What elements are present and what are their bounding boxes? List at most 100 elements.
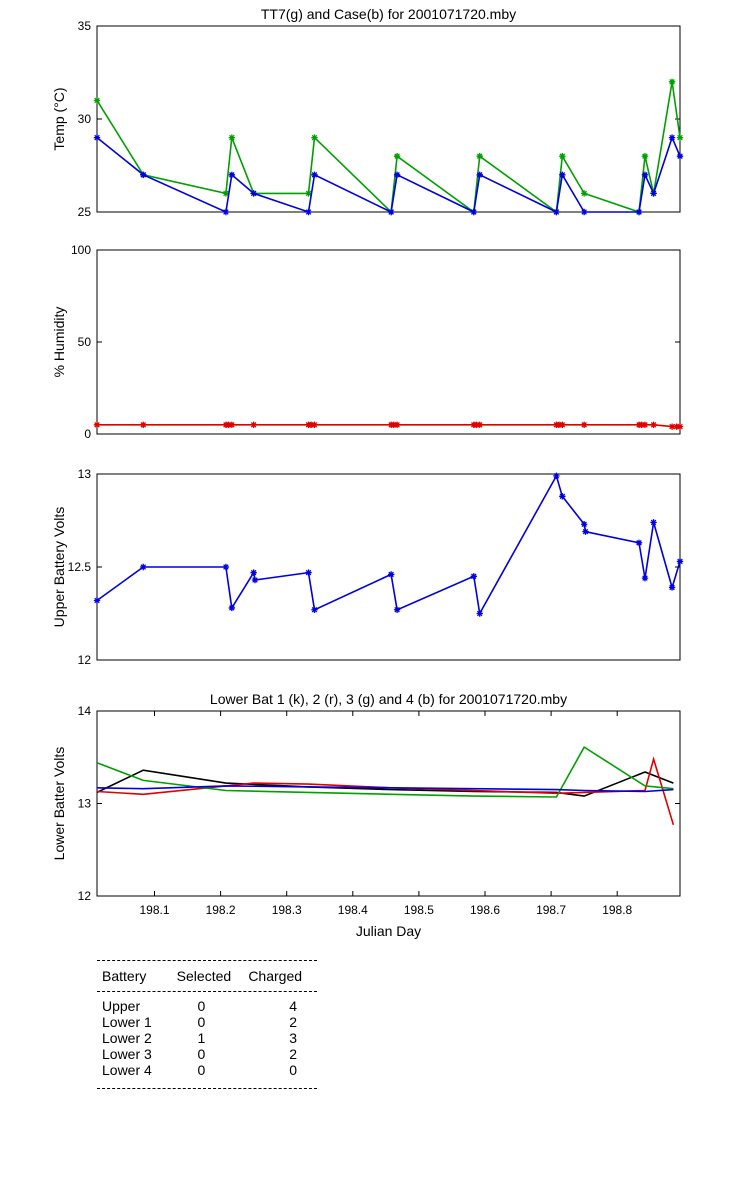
data-point — [250, 569, 257, 576]
data-point — [559, 421, 566, 428]
x-tick-label: 198.4 — [338, 903, 368, 917]
table-row: Upper 0 4 — [97, 998, 317, 1014]
y-tick-label: 25 — [78, 205, 92, 219]
data-point — [641, 153, 649, 160]
data-point — [641, 171, 649, 178]
chart-panel-2: 0 50 100 % Humidity — [51, 243, 684, 441]
data-point — [305, 569, 312, 576]
data-point — [393, 153, 401, 160]
cell-charged: 0 — [289, 1062, 297, 1078]
series-line-3 — [96, 745, 674, 798]
cell-charged: 4 — [289, 998, 297, 1014]
data-point — [250, 421, 257, 428]
data-point — [668, 423, 676, 430]
data-point — [650, 421, 657, 428]
data-point — [93, 97, 101, 104]
data-point — [93, 421, 101, 428]
cell-battery: Lower 2 — [102, 1030, 152, 1046]
data-point — [307, 421, 315, 428]
data-point — [559, 153, 566, 160]
data-point — [93, 597, 101, 604]
data-point — [473, 421, 480, 428]
data-point — [650, 519, 657, 526]
header-battery: Battery — [102, 968, 147, 984]
data-point — [580, 421, 588, 428]
data-point — [580, 521, 588, 528]
data-point — [390, 421, 397, 428]
data-point — [228, 171, 236, 178]
data-point — [559, 171, 566, 178]
data-point — [228, 604, 236, 612]
data-point — [140, 171, 147, 178]
y-axis-label: Upper Battery Volts — [51, 507, 67, 628]
data-point — [673, 423, 680, 430]
chart-panel-4: 12 13 14 198.1 198.2 198.3 198.4 198.5 198.6 198.… — [51, 691, 681, 939]
data-point — [311, 606, 318, 613]
table-row: Lower 3 0 2 — [97, 1046, 317, 1062]
x-tick-label: 198.6 — [470, 903, 500, 917]
data-point — [553, 472, 560, 480]
table-header-row: Battery Selected Charged — [97, 961, 317, 991]
data-point — [311, 134, 318, 141]
y-tick-label: 50 — [78, 335, 92, 349]
data-point — [582, 528, 589, 535]
data-point — [476, 421, 483, 428]
y-tick-label: 30 — [78, 112, 92, 126]
header-selected: Selected — [176, 968, 232, 984]
data-point — [650, 190, 657, 197]
x-tick-label: 198.8 — [602, 903, 632, 917]
y-axis-label: Lower Batter Volts — [51, 747, 67, 861]
y-tick-label: 14 — [78, 704, 92, 718]
data-point — [250, 190, 257, 197]
cell-charged: 2 — [289, 1046, 297, 1062]
data-point — [222, 190, 230, 197]
data-point — [140, 563, 147, 571]
data-point — [251, 576, 259, 584]
cell-selected: 1 — [197, 1030, 206, 1046]
cell-selected: 0 — [197, 1062, 206, 1078]
x-tick-label: 198.7 — [536, 903, 566, 917]
data-point — [676, 134, 684, 141]
series-line-1 — [96, 769, 674, 797]
data-point — [638, 421, 645, 428]
axes-frame — [96, 710, 681, 897]
data-point — [222, 563, 230, 571]
x-tick-label: 198.3 — [272, 903, 302, 917]
cell-selected: 0 — [197, 998, 206, 1014]
data-point — [676, 558, 684, 565]
series-line-1 — [96, 473, 681, 616]
cell-selected: 0 — [197, 1014, 206, 1030]
y-tick-label: 12 — [78, 653, 92, 667]
data-point — [476, 171, 483, 178]
data-point — [387, 571, 395, 578]
table-rule-header — [97, 991, 317, 992]
data-point — [580, 190, 588, 197]
data-point — [225, 421, 232, 428]
y-tick-label: 0 — [84, 427, 91, 441]
cell-selected: 0 — [197, 1046, 206, 1062]
y-tick-label: 13 — [78, 467, 92, 481]
data-point — [476, 610, 483, 617]
x-tick-label: 198.2 — [206, 903, 236, 917]
data-point — [393, 606, 401, 613]
chart-figure: 25 30 35 TT7(g) and Case(b) for 2001071720.… — [51, 6, 684, 939]
table-rule-bottom — [97, 1088, 317, 1089]
data-point — [668, 134, 676, 141]
cell-charged: 2 — [289, 1014, 297, 1030]
chart-title: Lower Bat 1 (k), 2 (r), 3 (g) and 4 (b) … — [210, 691, 567, 707]
x-axis-label: Julian Day — [356, 923, 421, 939]
data-point — [641, 421, 649, 428]
data-point — [580, 208, 588, 216]
table-row: Lower 2 1 3 — [97, 1030, 317, 1046]
data-point — [311, 171, 318, 178]
table-rule-top — [97, 960, 317, 961]
chart-panel-3: 12 12.5 13 Upper Battery Volts — [51, 467, 684, 667]
y-axis-label: Temp (°C) — [51, 87, 67, 150]
data-point — [476, 153, 483, 160]
data-point — [470, 208, 477, 216]
data-point — [393, 171, 401, 178]
data-point — [470, 573, 477, 580]
y-tick-label: 100 — [71, 243, 91, 257]
data-point — [668, 78, 676, 85]
cell-battery: Lower 1 — [102, 1014, 152, 1030]
